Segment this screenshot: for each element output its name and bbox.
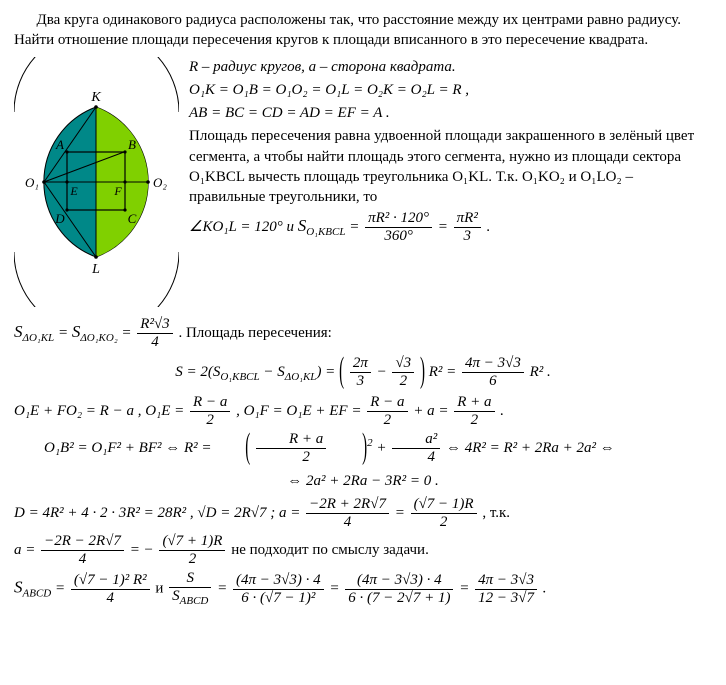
- explain-block: R – радиус кругов, a – сторона квадрата.…: [189, 57, 712, 249]
- figure-row: K A B O₁ E F O₂ D C L R – радиус кругов,…: [14, 57, 712, 313]
- paragraph: Площадь пересечения равна удвоенной площ…: [189, 126, 712, 207]
- svg-text:K: K: [90, 90, 101, 105]
- tri-line: SΔO₁KL = SΔO₁KO₂ = R²√34 . Площадь перес…: [14, 317, 712, 350]
- quad-line: ⇔ 2a² + 2Ra − 3R² = 0 .: [14, 471, 712, 491]
- svg-text:C: C: [128, 211, 137, 226]
- eq1: O₁K = O₁B = O₁O₂ = O₁L = O₂K = O₂L = R ,: [189, 80, 712, 100]
- svg-text:O₁: O₁: [25, 175, 39, 190]
- final-line: SABCD = (√7 − 1)² R²4 и S SABCD = (4π − …: [14, 571, 712, 607]
- problem-statement: Два круга одинакового радиуса расположен…: [14, 10, 712, 51]
- svg-text:L: L: [91, 262, 100, 277]
- svg-text:A: A: [55, 137, 64, 152]
- r-def: R – радиус кругов, a – сторона квадрата.: [189, 57, 712, 77]
- svg-text:E: E: [69, 184, 78, 198]
- svg-text:F: F: [113, 184, 122, 198]
- O1B-line: O₁B² = O₁F² + BF² ⇔ R² = ( R + a2 )2 + a…: [14, 432, 712, 465]
- angle-line: ∠KO₁L = 120° и SO₁KBCL = πR² · 120°360° …: [189, 211, 712, 244]
- diagram: K A B O₁ E F O₂ D C L: [14, 57, 179, 313]
- O1E-line: O₁E + FO₂ = R − a , O₁E = R − a2 , O₁F =…: [14, 395, 712, 428]
- a-line: a = −2R − 2R√74 = − (√7 + 1)R2 не подход…: [14, 534, 712, 567]
- D-line: D = 4R² + 4 · 2 · 3R² = 28R² , √D = 2R√7…: [14, 497, 712, 530]
- svg-text:B: B: [128, 137, 136, 152]
- eq2: AB = BC = CD = AD = EF = A .: [189, 103, 712, 123]
- S-line: S = 2(SO₁KBCL − SΔO₁KL) = ( 2π3 − √32 ) …: [14, 356, 712, 389]
- svg-text:D: D: [54, 211, 65, 226]
- svg-text:O₂: O₂: [153, 175, 167, 190]
